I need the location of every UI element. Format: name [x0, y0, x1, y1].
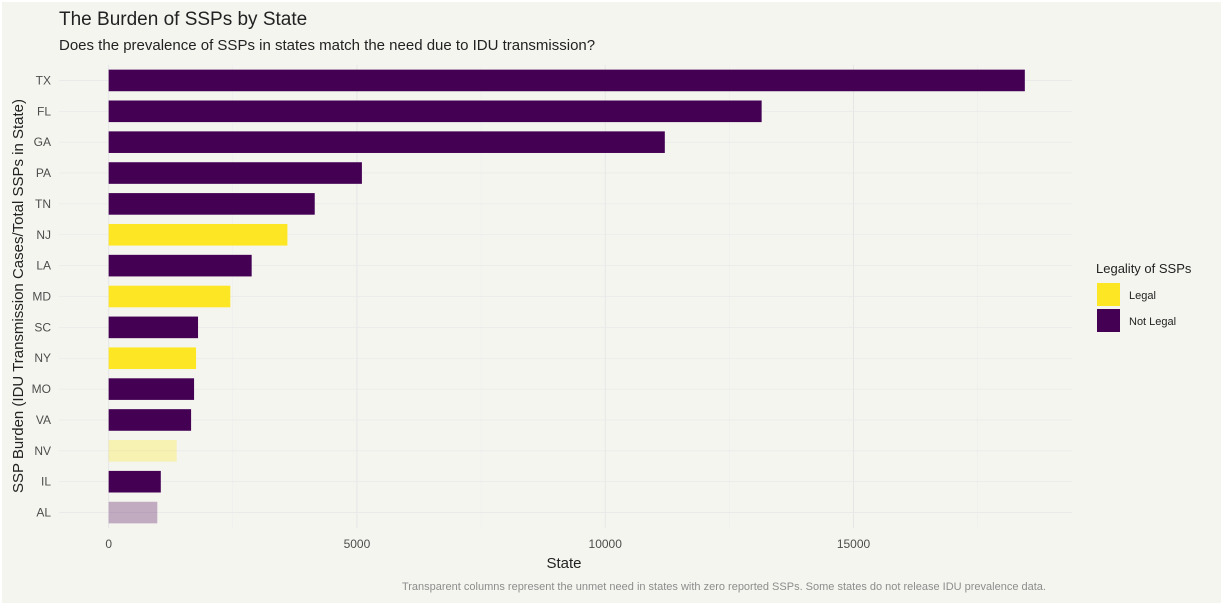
bar-tn — [108, 193, 315, 215]
bar-pa — [108, 162, 362, 184]
y-tick-label-nj: NJ — [36, 228, 51, 242]
x-axis-label: State — [546, 555, 581, 572]
x-tick-label: 5000 — [344, 537, 371, 551]
legend-label-legal: Legal — [1129, 290, 1156, 302]
y-tick-label-il: IL — [41, 475, 51, 489]
legend-swatch-not-legal — [1097, 309, 1120, 332]
bar-nv — [108, 440, 177, 462]
bar-fl — [108, 100, 762, 123]
chart-title: The Burden of SSPs by State — [59, 9, 307, 30]
bar-md — [108, 285, 231, 308]
y-tick-label-la: LA — [36, 259, 51, 273]
y-tick-label-nv: NV — [34, 444, 51, 458]
x-tick-label: 10000 — [589, 537, 623, 551]
bar-al — [108, 501, 158, 524]
bar-mo — [108, 378, 195, 400]
bar-ga — [108, 131, 665, 153]
y-tick-label-mo: MO — [32, 382, 51, 396]
y-tick-label-va: VA — [36, 413, 51, 427]
y-tick-label-ga: GA — [34, 135, 51, 149]
legend: Legality of SSPs Legal Not Legal — [1096, 261, 1192, 332]
bar-layer — [108, 69, 1025, 524]
x-tick-label: 0 — [105, 537, 112, 551]
y-tick-label-md: MD — [32, 290, 51, 304]
bar-ny — [108, 347, 197, 370]
y-tick-label-al: AL — [36, 506, 51, 520]
bar-il — [108, 470, 161, 493]
bar-nj — [108, 223, 288, 246]
x-tick-label: 15000 — [837, 537, 871, 551]
legend-label-not-legal: Not Legal — [1129, 316, 1176, 328]
y-axis-label: SSP Burden (IDU Transmission Cases/Total… — [10, 99, 27, 493]
bar-la — [108, 254, 252, 277]
tick-layer: TX FL GA PA TN NJ LA MD SC NY MO VA NV IL AL 0 5000 10000… — [32, 73, 871, 551]
y-tick-label-fl: FL — [37, 104, 51, 118]
y-tick-label-ny: NY — [34, 351, 51, 365]
chart-caption: Transparent columns represent the unmet … — [402, 581, 1046, 593]
legend-swatch-legal — [1097, 283, 1120, 306]
y-tick-label-tx: TX — [36, 73, 51, 87]
y-tick-label-tn: TN — [35, 197, 51, 211]
bar-va — [108, 409, 192, 431]
bar-sc — [108, 316, 199, 339]
chart-subtitle: Does the prevalence of SSPs in states ma… — [59, 37, 595, 54]
y-tick-label-pa: PA — [36, 166, 51, 180]
y-tick-label-sc: SC — [34, 320, 51, 334]
bar-tx — [108, 69, 1025, 92]
legend-title: Legality of SSPs — [1096, 261, 1192, 276]
